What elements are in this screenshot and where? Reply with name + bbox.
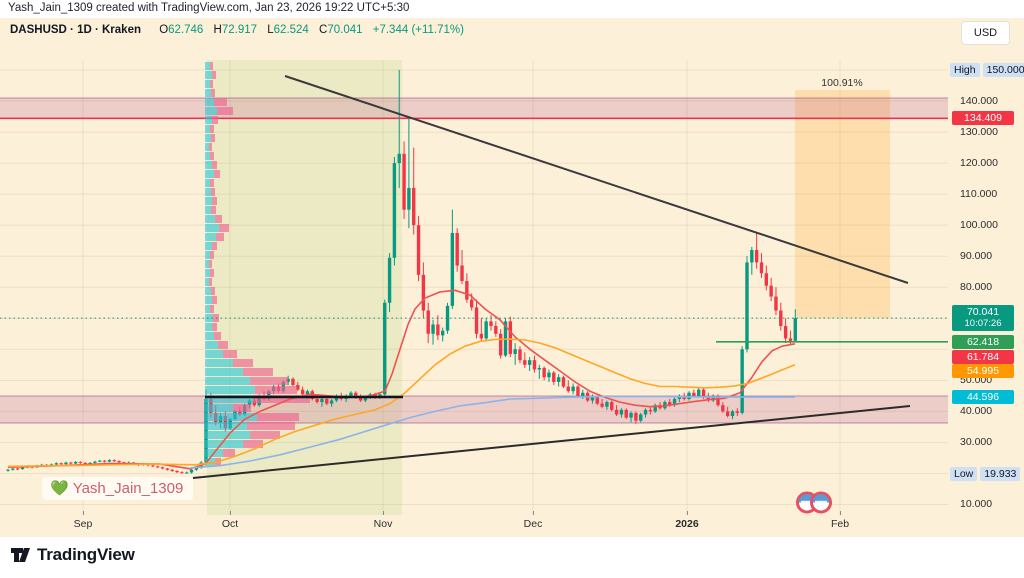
time-label: Feb bbox=[830, 518, 850, 530]
time-label: Sep bbox=[73, 518, 93, 530]
tradingview-brand-text: TradingView bbox=[37, 544, 135, 564]
tradingview-logo-icon bbox=[11, 548, 30, 562]
high-chip: High bbox=[950, 63, 980, 77]
price-tick-label: 90.000 bbox=[960, 250, 993, 263]
currency-toggle-button[interactable]: USD bbox=[961, 21, 1010, 45]
open-label: O bbox=[159, 24, 169, 36]
time-axis[interactable]: Sep Oct Nov Dec 2026 Feb bbox=[0, 511, 948, 537]
price-badge: 54.995 bbox=[952, 364, 1014, 379]
heart-icon: 💚 bbox=[50, 480, 69, 497]
price-badge: 44.596 bbox=[952, 390, 1014, 405]
symbol-legend[interactable]: DASHUSD · 1D · Kraken O62.746 H72.917 L6… bbox=[10, 24, 464, 36]
low-marker: Low 19.933 bbox=[950, 466, 1021, 481]
chart-background bbox=[0, 18, 1024, 537]
low-label: L bbox=[267, 24, 274, 36]
low-value: 62.524 bbox=[273, 24, 309, 36]
time-label: Oct bbox=[221, 518, 239, 530]
price-tick-label: 100.000 bbox=[960, 219, 998, 232]
high-value: 72.917 bbox=[221, 24, 258, 36]
open-value: 62.746 bbox=[168, 24, 204, 36]
price-badge: 70.041 10:07:26 bbox=[952, 305, 1014, 332]
time-tick bbox=[83, 511, 84, 515]
high-label: H bbox=[213, 24, 222, 36]
price-tick-label: 80.000 bbox=[960, 281, 993, 294]
low-chip: Low bbox=[950, 466, 978, 481]
time-tick bbox=[840, 511, 841, 515]
symbol-title[interactable]: DASHUSD · 1D · Kraken bbox=[10, 24, 141, 36]
countdown-timer: 10:07:26 bbox=[964, 318, 1002, 330]
change-value: +7.344 (+11.71%) bbox=[372, 24, 464, 36]
time-tick bbox=[383, 511, 384, 515]
time-label: 2026 bbox=[675, 518, 699, 530]
author-name: Yash_Jain_1309 bbox=[72, 480, 184, 497]
range-percent-label: 100.91% bbox=[821, 77, 863, 89]
price-badge: 62.418 bbox=[952, 334, 1014, 349]
price-tick-label: 110.000 bbox=[960, 188, 998, 201]
time-tick bbox=[230, 511, 231, 515]
high-price: 150.000 bbox=[982, 63, 1024, 77]
tradingview-logo[interactable]: TradingView bbox=[10, 544, 135, 565]
coins-sticker-icon bbox=[796, 491, 832, 514]
time-label: Dec bbox=[523, 518, 543, 530]
price-tick-label: 30.000 bbox=[960, 436, 993, 449]
time-tick bbox=[533, 511, 534, 515]
price-badge: 61.784 bbox=[952, 350, 1014, 365]
close-label: C bbox=[319, 24, 328, 36]
price-badge: 134.409 bbox=[952, 111, 1014, 126]
price-tick-label: 120.000 bbox=[960, 157, 998, 170]
price-tick-label: 10.000 bbox=[960, 498, 993, 511]
low-price: 19.933 bbox=[980, 466, 1021, 481]
close-value: 70.041 bbox=[327, 24, 363, 36]
price-scale[interactable]: 140.000 130.000 120.000 110.000 100.000 90.00… bbox=[948, 18, 1024, 537]
time-label: Nov bbox=[373, 518, 393, 530]
time-tick bbox=[687, 511, 688, 515]
author-watermark: 💚 Yash_Jain_1309 bbox=[42, 477, 194, 500]
price-tick-label: 140.000 bbox=[960, 95, 998, 108]
chart-attribution: Yash_Jain_1309 created with TradingView.… bbox=[8, 2, 410, 14]
price-tick-label: 130.000 bbox=[960, 126, 998, 139]
high-marker: High 150.000 bbox=[950, 63, 1024, 77]
price-tick-label: 40.000 bbox=[960, 405, 993, 418]
